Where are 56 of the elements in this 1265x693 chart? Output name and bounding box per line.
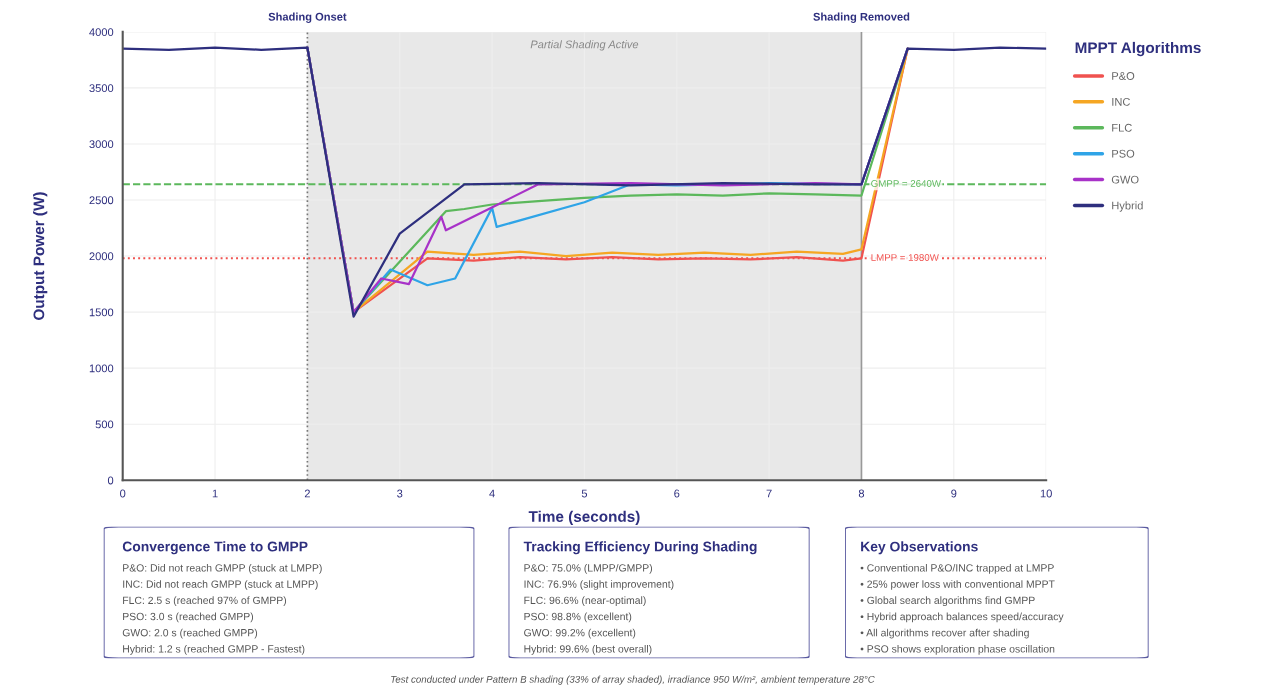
x-tick-label: 10 xyxy=(1040,489,1052,498)
text: Hybrid: 99.6% (best overall) xyxy=(524,644,652,655)
text: • All algorithms recover after shading xyxy=(860,628,1029,639)
y-tick-label: 2000 xyxy=(89,252,114,261)
text: FLC: 96.6% (near-optimal) xyxy=(524,596,646,607)
x-axis-title: Time (seconds) xyxy=(528,510,640,525)
y-tick-label: 4000 xyxy=(89,28,114,37)
text: Key Observations xyxy=(861,541,978,555)
text: P&O: 75.0% (LMPP/GMPP) xyxy=(524,563,653,574)
legend-label: FLC xyxy=(1112,123,1132,132)
x-tick-label: 0 xyxy=(120,489,126,498)
y-tick-label: 2500 xyxy=(89,196,114,205)
x-tick-label: 2 xyxy=(304,489,310,498)
text: Hybrid: 1.2 s (reached GMPP - Fastest) xyxy=(123,644,305,655)
y-tick-label: 3000 xyxy=(89,140,114,149)
x-tick-label: 5 xyxy=(581,489,588,498)
legend-label: Hybrid xyxy=(1112,201,1143,212)
text: GWO: 2.0 s (reached GMPP) xyxy=(122,628,258,639)
text: Convergence Time to GMPP xyxy=(122,541,308,555)
text: FLC: 2.5 s (reached 97% of GMPP) xyxy=(123,596,287,607)
ref-line-label: Shading Onset xyxy=(268,12,347,23)
text: • 25% power loss with conventional MPPT xyxy=(860,580,1055,590)
x-tick-label: 1 xyxy=(212,489,218,498)
y-tick-label: 3500 xyxy=(89,84,114,93)
y-tick-label: 1500 xyxy=(89,308,114,317)
text: Test conducted under Pattern B shading (33% of array shaded), irradiance 950 W/m², ambient temperature 28°C xyxy=(391,675,875,685)
y-tick-label: 0 xyxy=(107,476,114,485)
y-tick-label: 500 xyxy=(95,420,114,429)
y-tick-label: 1000 xyxy=(89,364,114,373)
text: PSO: 3.0 s (reached GMPP) xyxy=(123,612,254,623)
y-axis-title: Output Power (W) xyxy=(33,192,48,320)
legend-title: MPPT Algorithms xyxy=(1075,41,1201,57)
x-tick-label: 3 xyxy=(397,489,403,498)
legend-label: INC xyxy=(1112,97,1130,106)
text: • Global search algorithms find GMPP xyxy=(860,596,1035,607)
legend-label: P&O xyxy=(1112,72,1135,80)
text: P&O: Did not reach GMPP (stuck at LMPP) xyxy=(123,563,322,574)
text: • Hybrid approach balances speed/accuracy xyxy=(860,612,1064,623)
x-tick-label: 6 xyxy=(674,489,680,498)
text: INC: 76.9% (slight improvement) xyxy=(524,580,674,590)
text: Tracking Efficiency During Shading xyxy=(523,541,757,555)
band-label: Partial Shading Active xyxy=(530,40,639,51)
ref-line-label: LMPP = 1980W xyxy=(871,254,939,261)
x-tick-label: 8 xyxy=(858,489,865,498)
legend-label: PSO xyxy=(1112,149,1135,158)
x-tick-label: 9 xyxy=(951,489,957,498)
legend-label: GWO xyxy=(1111,175,1139,184)
text: • PSO shows exploration phase oscillation xyxy=(860,644,1055,655)
x-tick-label: 7 xyxy=(766,489,772,498)
text: • Conventional P&O/INC trapped at LMPP xyxy=(860,563,1054,574)
ref-line-label: Shading Removed xyxy=(813,12,910,23)
text: PSO: 98.8% (excellent) xyxy=(524,612,632,623)
text: INC: Did not reach GMPP (stuck at LMPP) xyxy=(123,580,318,590)
ref-line-label: GMPP = 2640W xyxy=(871,180,942,187)
text: GWO: 99.2% (excellent) xyxy=(524,628,636,639)
x-tick-label: 4 xyxy=(489,489,495,498)
